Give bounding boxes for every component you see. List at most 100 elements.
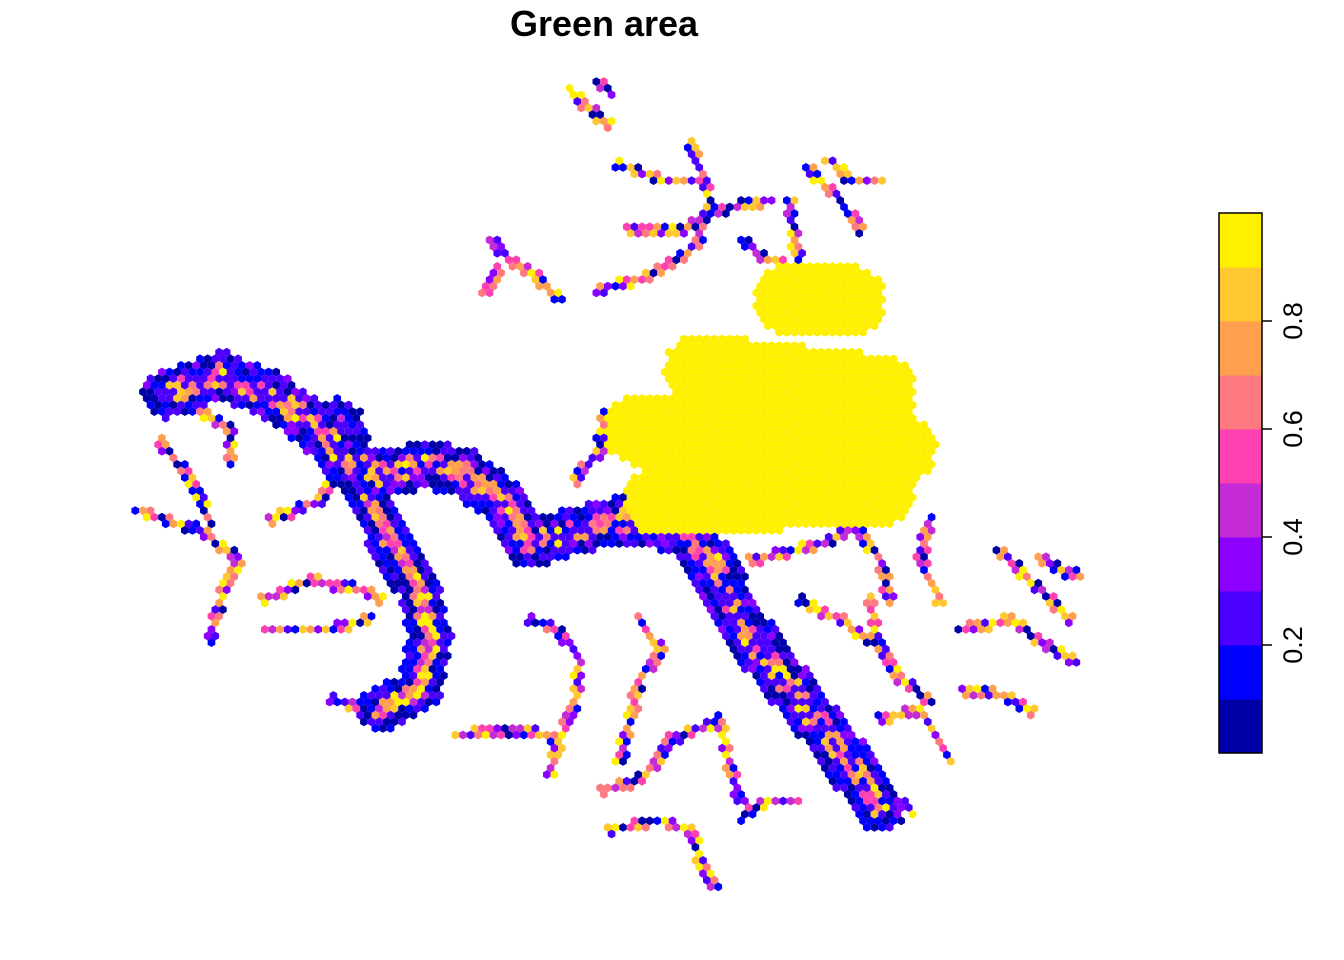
hex-cell <box>767 196 776 205</box>
hex-cell <box>497 506 505 515</box>
hex-cell <box>687 479 696 489</box>
hex-cell <box>645 631 654 641</box>
hex-cell <box>878 479 886 489</box>
hex-cell <box>718 611 726 621</box>
hex-cell <box>546 526 555 535</box>
hex-cell <box>322 493 330 502</box>
hex-cell <box>744 394 753 403</box>
hex-cell <box>535 519 543 529</box>
hex-cell <box>817 413 825 423</box>
hex-cell <box>725 585 734 595</box>
hex-cell <box>714 526 723 535</box>
hex-cell <box>954 625 963 634</box>
hex-cell <box>905 710 913 720</box>
hex-cell <box>828 182 837 192</box>
hex-cell <box>623 446 631 456</box>
hex-cell <box>714 882 723 892</box>
hex-cell <box>882 578 890 588</box>
hex-cell <box>504 519 513 529</box>
hex-cell <box>889 710 898 720</box>
hex-cell <box>352 506 361 515</box>
hex-cell <box>767 526 776 535</box>
hex-cell <box>874 473 883 482</box>
hex-cell <box>508 499 517 509</box>
hex-cell <box>447 473 456 482</box>
hex-cell <box>619 823 627 832</box>
hex-cell <box>474 479 482 489</box>
hex-cell <box>870 295 879 304</box>
hex-cell <box>405 440 414 449</box>
hex-cell <box>215 387 223 397</box>
hex-cell <box>733 493 742 502</box>
hex-cell <box>840 400 848 410</box>
hex-cell <box>927 460 936 469</box>
hex-cell <box>783 420 791 430</box>
hex-cell <box>783 460 791 469</box>
hex-cell <box>424 631 433 641</box>
hex-cell <box>653 499 662 509</box>
hex-cell <box>813 367 822 377</box>
hex-cell <box>348 618 357 628</box>
hex-cell <box>748 519 757 529</box>
hex-cell <box>230 545 239 555</box>
hex-cell <box>443 651 452 661</box>
hex-cell <box>1053 651 1062 661</box>
hex-cell <box>535 268 543 278</box>
hex-cell <box>832 519 841 529</box>
hex-cell <box>985 625 993 634</box>
hex-cell <box>805 539 814 548</box>
hex-cell <box>466 479 475 489</box>
hex-cell <box>813 380 822 390</box>
hex-cell <box>432 684 441 694</box>
hex-cell <box>531 552 540 562</box>
hex-cell <box>790 328 799 337</box>
hex-cell <box>870 493 879 502</box>
hex-cell <box>847 321 856 331</box>
hex-cell <box>615 407 623 416</box>
hex-cell <box>844 209 852 218</box>
hex-cell <box>691 552 700 562</box>
hex-cell <box>184 387 193 397</box>
hex-cell <box>207 413 216 423</box>
hex-cell <box>870 783 879 793</box>
hex-cell <box>371 473 380 482</box>
hex-cell <box>847 770 856 779</box>
hex-cell <box>790 341 799 350</box>
hex-cell <box>341 618 349 628</box>
hex-cell <box>764 638 772 647</box>
hex-cell <box>840 427 848 436</box>
hex-cell <box>638 618 646 628</box>
hex-cell <box>878 796 886 806</box>
hex-cell <box>840 176 848 185</box>
hex-cell <box>661 473 669 482</box>
hex-cell <box>866 750 875 760</box>
hex-cell <box>402 526 410 535</box>
hex-cell <box>706 433 715 443</box>
hex-cell <box>428 453 437 463</box>
hex-cell <box>924 691 932 700</box>
hex-cell <box>851 407 860 416</box>
hex-cell <box>718 743 726 753</box>
hex-cell <box>855 295 863 304</box>
hex-cell <box>596 440 604 449</box>
hex-cell <box>809 308 818 317</box>
hex-cell <box>863 638 871 647</box>
hex-cell <box>508 486 517 496</box>
hex-cell <box>375 453 383 463</box>
hex-cell <box>802 506 810 515</box>
hex-cell <box>870 400 879 410</box>
hex-cell <box>390 506 399 515</box>
hex-cell <box>1011 618 1020 628</box>
hex-cell <box>600 420 608 430</box>
hex-cell <box>691 394 700 403</box>
hex-cell <box>565 545 574 555</box>
hex-cell <box>748 493 757 502</box>
hex-cell <box>840 387 848 397</box>
hex-cell <box>752 512 761 522</box>
hex-cell <box>280 394 288 403</box>
hex-cell <box>329 427 338 436</box>
hex-cell <box>760 512 768 522</box>
hex-cell <box>725 361 734 370</box>
hex-cell <box>779 453 787 463</box>
hex-cell <box>710 519 719 529</box>
